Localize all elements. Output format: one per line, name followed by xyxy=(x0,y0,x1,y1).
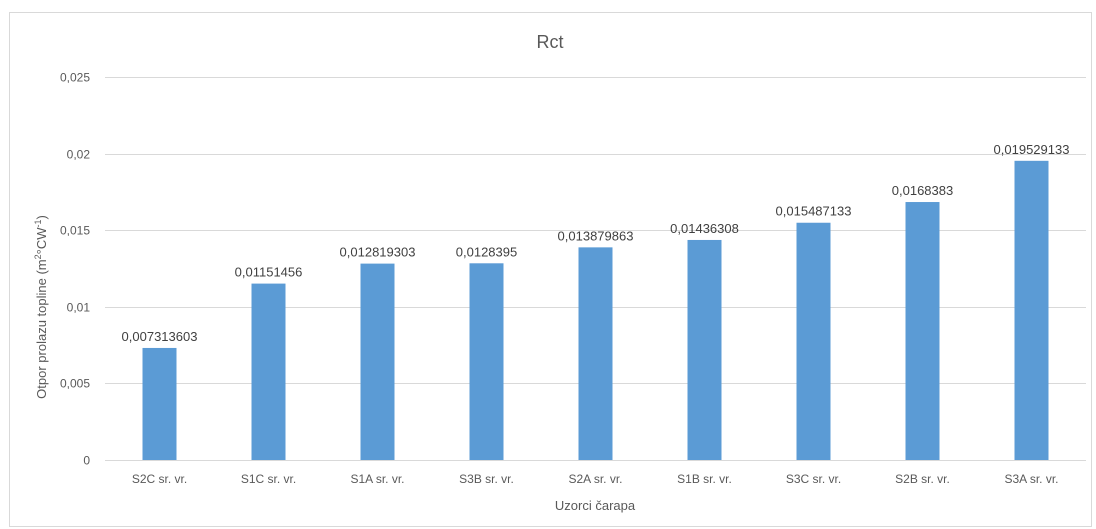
bar xyxy=(687,239,722,460)
bar-value-label: 0,015487133 xyxy=(776,204,852,219)
bar xyxy=(796,222,831,460)
bar-value-label: 0,019529133 xyxy=(994,142,1070,157)
x-axis-title: Uzorci čarapa xyxy=(555,498,636,513)
y-tick-label: 0,005 xyxy=(60,377,90,391)
bar-value-label: 0,012819303 xyxy=(340,245,416,260)
y-tick-label: 0 xyxy=(83,454,90,468)
y-axis-title: Otpor prolazu topline (m2°CW-1) xyxy=(33,215,49,399)
x-tick-label: S3C sr. vr. xyxy=(786,472,841,486)
x-tick-label: S3B sr. vr. xyxy=(459,472,514,486)
x-tick-label: S2C sr. vr. xyxy=(132,472,187,486)
x-tick-label: S1A sr. vr. xyxy=(350,472,404,486)
y-axis-title-end: ) xyxy=(34,215,49,219)
bar-value-label: 0,01436308 xyxy=(670,221,739,236)
bar xyxy=(578,247,613,460)
x-tick-label: S2A sr. vr. xyxy=(568,472,622,486)
x-tick-label: S1B sr. vr. xyxy=(677,472,732,486)
y-axis-title-sup1: 2 xyxy=(33,254,43,259)
bar xyxy=(251,283,286,460)
bar xyxy=(469,263,504,460)
bar-value-label: 0,0128395 xyxy=(456,244,517,259)
bar xyxy=(360,263,395,460)
y-tick-label: 0,01 xyxy=(67,301,91,315)
bar xyxy=(142,347,177,460)
x-tick-label: S1C sr. vr. xyxy=(241,472,296,486)
data-labels: 0,007313603 0,01151456 0,012819303 0,012839… xyxy=(122,142,1070,344)
bar-value-label: 0,0168383 xyxy=(892,183,953,198)
bars xyxy=(142,160,1049,461)
chart-border xyxy=(9,12,1092,527)
y-axis-title-main: Otpor prolazu topline (m xyxy=(34,259,49,398)
y-axis-title-sup2: -1 xyxy=(33,220,43,228)
x-tick-label: S2B sr. vr. xyxy=(895,472,950,486)
y-axis-ticks: 0 0,005 0,01 0,015 0,02 0,025 xyxy=(60,71,90,468)
y-tick-label: 0,025 xyxy=(60,71,90,85)
bar-value-label: 0,007313603 xyxy=(122,329,198,344)
chart-title: Rct xyxy=(537,32,564,52)
y-axis-title-mid: °CW xyxy=(34,227,49,255)
bar xyxy=(905,202,940,461)
y-tick-label: 0,015 xyxy=(60,224,90,238)
bar xyxy=(1014,160,1049,461)
y-tick-label: 0,02 xyxy=(67,148,91,162)
bar-value-label: 0,013879863 xyxy=(558,228,634,243)
x-tick-label: S3A sr. vr. xyxy=(1004,472,1058,486)
bar-value-label: 0,01151456 xyxy=(235,265,303,280)
x-axis-ticks: S2C sr. vr. S1C sr. vr. S1A sr. vr. S3B sr.… xyxy=(132,472,1059,486)
